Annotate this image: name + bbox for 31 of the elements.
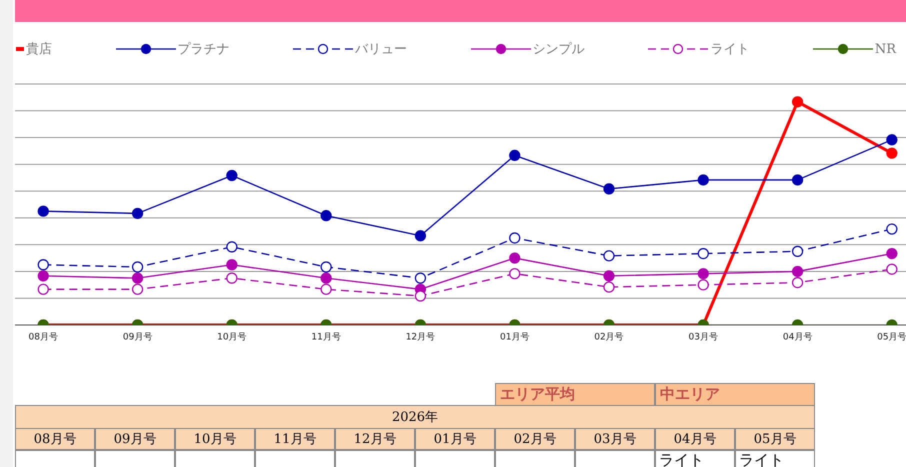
category-label: 08月号 bbox=[34, 432, 76, 447]
legend-label: シンプル bbox=[532, 41, 585, 58]
category-label: 11月号 bbox=[274, 432, 316, 447]
x-tick-label: 09月号 bbox=[122, 331, 152, 342]
x-tick-label: 08月号 bbox=[28, 331, 58, 342]
x-tick-label: 11月号 bbox=[311, 331, 341, 342]
table-cell: ライト bbox=[735, 450, 815, 467]
category-label: 04月号 bbox=[674, 432, 716, 447]
legend-label: ライト bbox=[710, 41, 750, 58]
x-tick-label: 10月号 bbox=[217, 331, 247, 342]
legend-label: プラチナ bbox=[178, 41, 230, 58]
legend-label: NR bbox=[874, 42, 896, 56]
legend-label: 貴店 bbox=[26, 41, 52, 58]
x-tick-label: 01月号 bbox=[500, 331, 530, 342]
legend-label: バリュー bbox=[355, 41, 408, 58]
category-label: 10月号 bbox=[194, 432, 236, 447]
category-label: 09月号 bbox=[114, 432, 156, 447]
text: エリア平均 bbox=[495, 383, 655, 406]
x-tick-label: 12月号 bbox=[406, 331, 436, 342]
category-label: 01月号 bbox=[434, 432, 476, 447]
category-label: 05月号 bbox=[754, 432, 796, 447]
x-tick-label: 02月号 bbox=[594, 331, 624, 342]
category-label: 02月号 bbox=[514, 432, 556, 447]
x-tick-label: 05月号 bbox=[877, 331, 906, 342]
category-label: 03月号 bbox=[594, 432, 636, 447]
category-label: 12月号 bbox=[354, 432, 396, 447]
table-cell: ライト bbox=[655, 450, 735, 467]
text: 中エリア bbox=[655, 383, 815, 406]
x-tick-label: 04月号 bbox=[782, 331, 812, 342]
text: 2026年 bbox=[15, 405, 815, 429]
x-tick-label: 03月号 bbox=[688, 331, 718, 342]
